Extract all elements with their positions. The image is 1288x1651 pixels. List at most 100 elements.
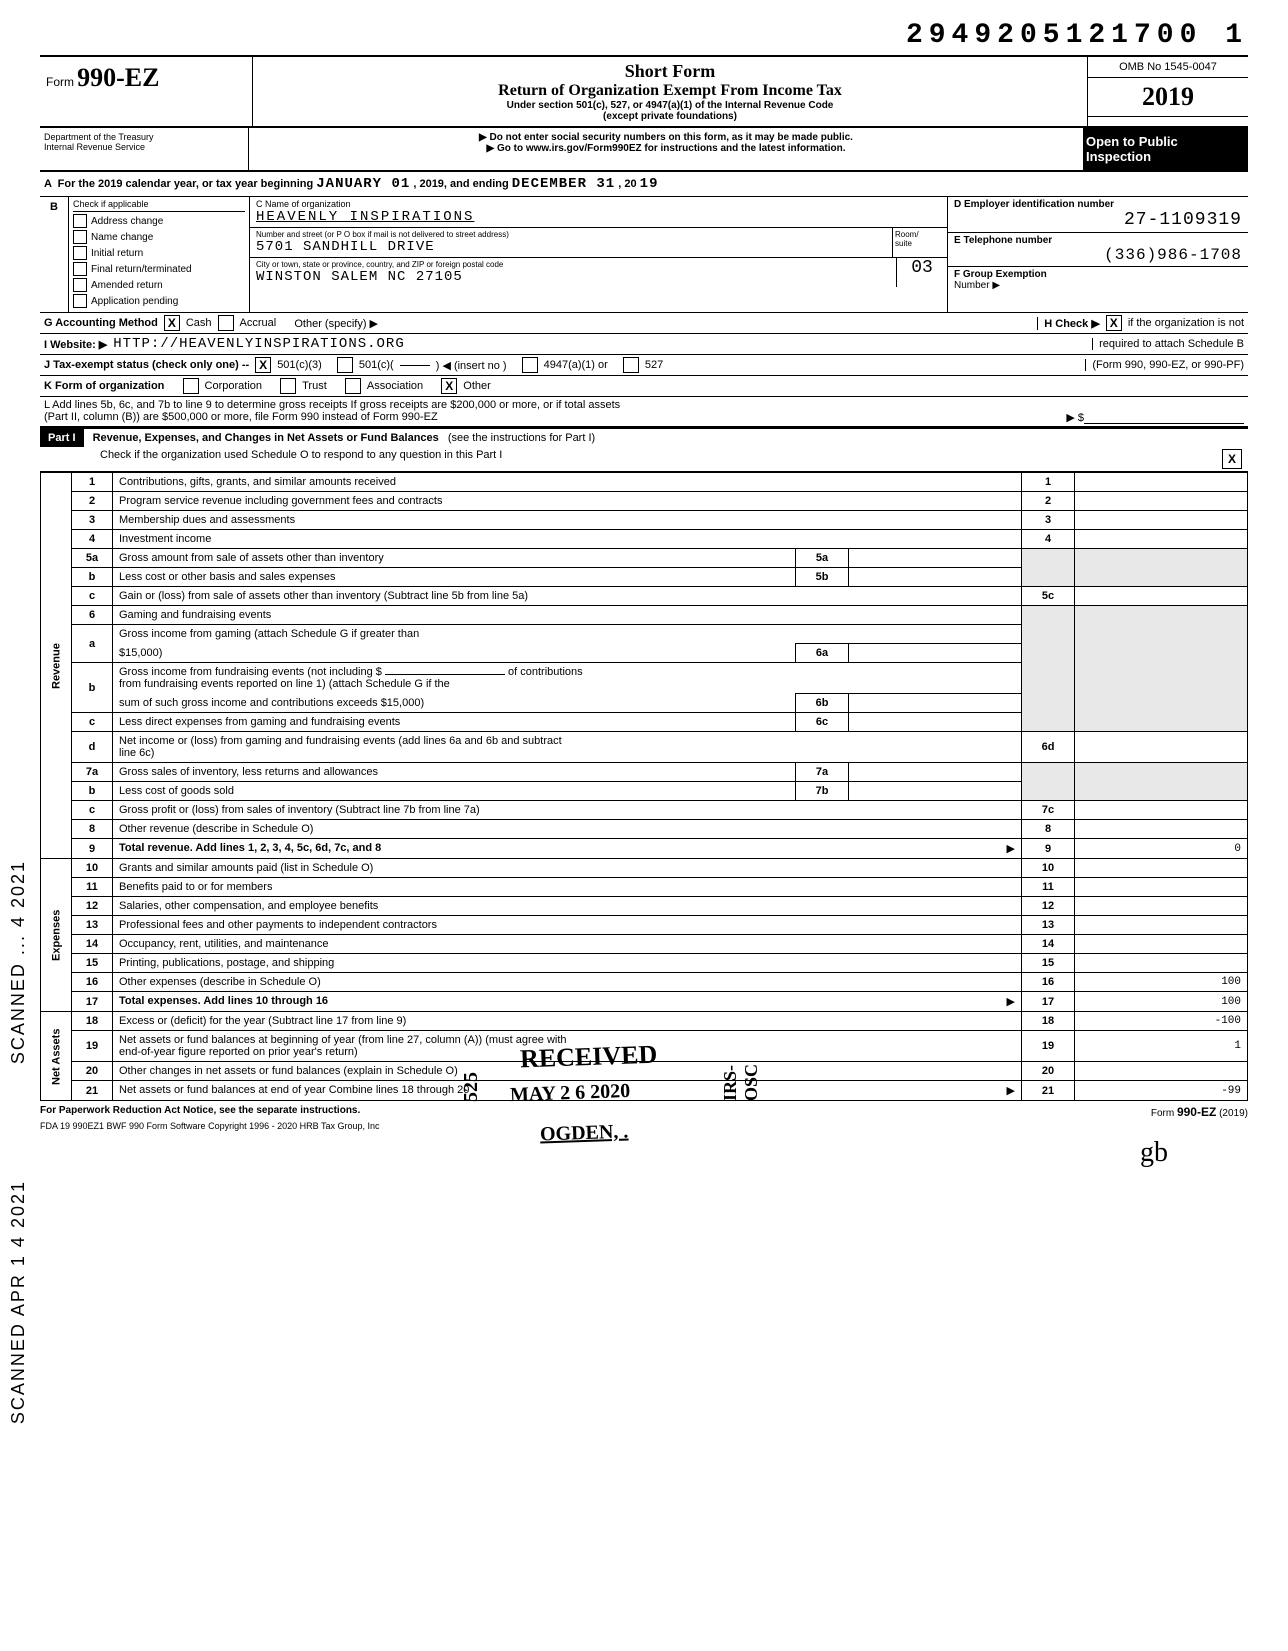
row-11-box: 11 bbox=[1022, 878, 1075, 897]
row-9-box: 9 bbox=[1022, 839, 1075, 859]
row-7c-box: 7c bbox=[1022, 801, 1075, 820]
row-2-box: 2 bbox=[1022, 492, 1075, 511]
checkbox-cash[interactable]: X bbox=[164, 315, 180, 331]
j-label: J Tax-exempt status (check only one) -- bbox=[44, 359, 249, 371]
row-10-num: 10 bbox=[72, 859, 113, 878]
row-7a-num: 7a bbox=[72, 763, 113, 782]
checkbox-name-change[interactable] bbox=[73, 230, 87, 244]
row-9-amt: 0 bbox=[1075, 839, 1248, 859]
header-line1: Under section 501(c), 527, or 4947(a)(1)… bbox=[263, 100, 1077, 111]
lbl-assoc: Association bbox=[367, 380, 423, 392]
row-21-desc: Net assets or fund balances at end of ye… bbox=[119, 1084, 469, 1096]
row-7b-desc: Less cost of goods sold bbox=[113, 782, 796, 801]
row-16-box: 16 bbox=[1022, 973, 1075, 992]
checkbox-501c[interactable] bbox=[337, 357, 353, 373]
lbl-501c: 501(c)( bbox=[359, 359, 394, 371]
e-label: E Telephone number bbox=[954, 235, 1242, 246]
addr-label: Number and street (or P O box if mail is… bbox=[256, 230, 886, 239]
check-if-applicable: Check if applicable Address change Name … bbox=[69, 197, 250, 312]
omb-number: OMB No 1545-0047 bbox=[1088, 57, 1248, 78]
row-1-num: 1 bbox=[72, 473, 113, 492]
open-public-1: Open to Public bbox=[1086, 134, 1246, 149]
row-15-box: 15 bbox=[1022, 954, 1075, 973]
row-15-desc: Printing, publications, postage, and shi… bbox=[113, 954, 1022, 973]
checkbox-527[interactable] bbox=[623, 357, 639, 373]
row-5c-desc: Gain or (loss) from sale of assets other… bbox=[113, 587, 1022, 606]
checkbox-other-org[interactable]: X bbox=[441, 378, 457, 394]
period-end: DECEMBER 31 bbox=[512, 176, 615, 192]
row-5b-ibox: 5b bbox=[796, 568, 849, 587]
row-14-desc: Occupancy, rent, utilities, and maintena… bbox=[113, 935, 1022, 954]
row-6d-desc2: line 6c) bbox=[119, 747, 154, 759]
website-url: HTTP://HEAVENLYINSPIRATIONS.ORG bbox=[113, 336, 404, 352]
row-16-amt: 100 bbox=[1075, 973, 1248, 992]
row-6b-desc3: from fundraising events reported on line… bbox=[119, 678, 450, 690]
row-4-desc: Investment income bbox=[113, 530, 1022, 549]
row-13-desc: Professional fees and other payments to … bbox=[113, 916, 1022, 935]
checkbox-assoc[interactable] bbox=[345, 378, 361, 394]
line-j: J Tax-exempt status (check only one) -- … bbox=[40, 355, 1248, 376]
section-net-assets: Net Assets bbox=[41, 1012, 72, 1101]
row-9-desc: Total revenue. Add lines 1, 2, 3, 4, 5c,… bbox=[119, 842, 381, 854]
lbl-other-org: Other bbox=[463, 380, 491, 392]
checkbox-schedule-o[interactable]: X bbox=[1222, 449, 1242, 469]
row-2-desc: Program service revenue including govern… bbox=[113, 492, 1022, 511]
row-7b-ibox: 7b bbox=[796, 782, 849, 801]
checkbox-schedule-b[interactable]: X bbox=[1106, 315, 1122, 331]
checkbox-address-change[interactable] bbox=[73, 214, 87, 228]
part-1-title: Revenue, Expenses, and Changes in Net As… bbox=[87, 429, 445, 447]
scanned-stamp-1: SCANNED ... 4 2021 bbox=[8, 860, 29, 1064]
part-1-tag: Part I bbox=[40, 429, 84, 447]
h-tail: if the organization is not bbox=[1128, 317, 1244, 329]
row-19-desc: Net assets or fund balances at beginning… bbox=[119, 1034, 567, 1046]
row-16-num: 16 bbox=[72, 973, 113, 992]
row-6a-desc2: $15,000) bbox=[113, 644, 796, 663]
row-1-amt bbox=[1075, 473, 1248, 492]
org-city: WINSTON SALEM NC 27105 bbox=[256, 269, 890, 285]
row-6c-num: c bbox=[72, 713, 113, 732]
row-7c-desc: Gross profit or (loss) from sales of inv… bbox=[113, 801, 1022, 820]
checkbox-amended[interactable] bbox=[73, 278, 87, 292]
row-12-box: 12 bbox=[1022, 897, 1075, 916]
lbl-501c3: 501(c)(3) bbox=[277, 359, 322, 371]
part-1-header: Part I Revenue, Expenses, and Changes in… bbox=[40, 427, 1248, 472]
col-b-label: B bbox=[40, 197, 69, 312]
open-public-2: Inspection bbox=[1086, 149, 1246, 164]
footer-form-num: 990-EZ bbox=[1177, 1105, 1216, 1119]
row-3-num: 3 bbox=[72, 511, 113, 530]
row-19-num: 19 bbox=[72, 1031, 113, 1062]
lbl-initial-return: Initial return bbox=[91, 248, 143, 259]
row-6a-num: a bbox=[72, 625, 113, 663]
phone: (336)986-1708 bbox=[954, 246, 1242, 264]
row-18-num: 18 bbox=[72, 1012, 113, 1031]
checkbox-final-return[interactable] bbox=[73, 262, 87, 276]
checkbox-corp[interactable] bbox=[183, 378, 199, 394]
h-tail3: (Form 990, 990-EZ, or 990-PF) bbox=[1085, 359, 1244, 371]
i-label: I Website: ▶ bbox=[44, 338, 107, 351]
row-19-box: 19 bbox=[1022, 1031, 1075, 1062]
part-1-check-text: Check if the organization used Schedule … bbox=[100, 449, 502, 469]
received-date-stamp: MAY 2 6 2020 bbox=[510, 1080, 631, 1107]
form-prefix: Form bbox=[46, 75, 74, 89]
line-a: A For the 2019 calendar year, or tax yea… bbox=[40, 172, 1248, 197]
checkbox-initial-return[interactable] bbox=[73, 246, 87, 260]
row-2-num: 2 bbox=[72, 492, 113, 511]
f-number: Number ▶ bbox=[954, 280, 1242, 291]
row-6a-desc: Gross income from gaming (attach Schedul… bbox=[113, 625, 1022, 644]
row-15-num: 15 bbox=[72, 954, 113, 973]
row-8-num: 8 bbox=[72, 820, 113, 839]
lbl-address-change: Address change bbox=[91, 216, 163, 227]
row-4-num: 4 bbox=[72, 530, 113, 549]
row-17-amt: 100 bbox=[1075, 992, 1248, 1012]
checkbox-trust[interactable] bbox=[280, 378, 296, 394]
checkbox-accrual[interactable] bbox=[218, 315, 234, 331]
row-12-desc: Salaries, other compensation, and employ… bbox=[113, 897, 1022, 916]
checkbox-app-pending[interactable] bbox=[73, 294, 87, 308]
checkbox-501c3[interactable]: X bbox=[255, 357, 271, 373]
lbl-cash: Cash bbox=[186, 317, 212, 329]
line-l: L Add lines 5b, 6c, and 7b to line 9 to … bbox=[40, 397, 1248, 427]
l-text1: L Add lines 5b, 6c, and 7b to line 9 to … bbox=[44, 399, 1244, 411]
row-7c-num: c bbox=[72, 801, 113, 820]
checkbox-4947[interactable] bbox=[522, 357, 538, 373]
h-tail2: required to attach Schedule B bbox=[1092, 338, 1244, 350]
